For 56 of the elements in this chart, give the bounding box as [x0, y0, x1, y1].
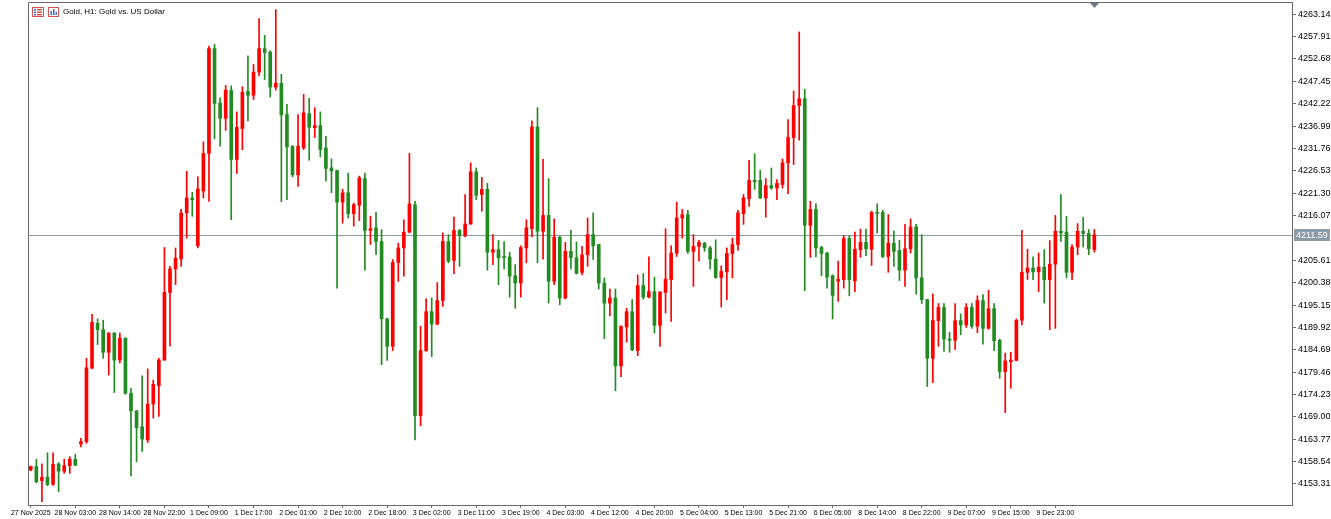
candlestick [184, 171, 189, 239]
candlestick [513, 264, 518, 309]
candlestick [775, 179, 779, 200]
y-tick-label: 4236.99 [1298, 120, 1331, 131]
y-tick-label: 4179.46 [1298, 366, 1331, 377]
y-tick-label: 4205.61 [1298, 254, 1331, 265]
y-tick-label: 4200.38 [1298, 277, 1331, 288]
candlestick [680, 209, 685, 239]
candlestick [797, 31, 802, 141]
y-tick-label: 4263.14 [1298, 8, 1331, 19]
candlestick [591, 212, 596, 260]
candlestick [273, 9, 278, 91]
candlestick [1042, 249, 1047, 304]
y-tick-label: 4221.30 [1298, 187, 1331, 198]
candlestick [40, 463, 44, 502]
y-tick-label: 4184.69 [1298, 344, 1331, 355]
candlestick [129, 387, 133, 477]
candlestick [886, 214, 891, 273]
candlestick [541, 159, 545, 260]
candlestick [892, 230, 896, 267]
candlestick [569, 230, 573, 270]
candlestick [307, 97, 312, 161]
candlestick [875, 203, 879, 234]
candlestick [1003, 352, 1008, 413]
y-tick-label: 4158.54 [1298, 456, 1331, 467]
candlestick [1081, 216, 1086, 248]
candlestick [246, 55, 250, 122]
candlestick [608, 288, 612, 317]
candlestick [491, 234, 495, 265]
candlestick [502, 241, 506, 270]
y-tick-label: 4242.22 [1298, 98, 1331, 109]
candlestick [647, 256, 651, 299]
candlestick [1031, 256, 1035, 280]
y-tick-label: 4195.15 [1298, 299, 1331, 310]
candlestick [1047, 240, 1052, 330]
candlestick [836, 260, 841, 302]
candlestick [479, 177, 484, 212]
y-tick-label: 4252.68 [1298, 53, 1331, 64]
y-tick-label: 4226.53 [1298, 165, 1331, 176]
y-tick-label: 4163.77 [1298, 433, 1331, 444]
y-tick-label: 4169.00 [1298, 411, 1331, 422]
y-tick-label: 4257.91 [1298, 31, 1331, 42]
candlestick [429, 297, 434, 357]
y-tick-label: 4247.45 [1298, 75, 1331, 86]
y-tick-label: 4153.31 [1298, 478, 1331, 489]
ref-line-label: 4211.59 [1296, 229, 1328, 240]
y-tick-label: 4189.92 [1298, 321, 1331, 332]
y-tick-label: 4174.23 [1298, 389, 1331, 399]
candlestick [697, 239, 701, 262]
candlestick [958, 313, 963, 336]
y-tick-label: 4231.76 [1298, 142, 1331, 153]
candlestick [140, 375, 144, 452]
text: Gold, H1: Gold vs. US Dollar [63, 6, 165, 17]
y-tick-label: 4216.07 [1298, 210, 1331, 221]
candlestick [312, 107, 317, 138]
candlestick [719, 265, 724, 308]
